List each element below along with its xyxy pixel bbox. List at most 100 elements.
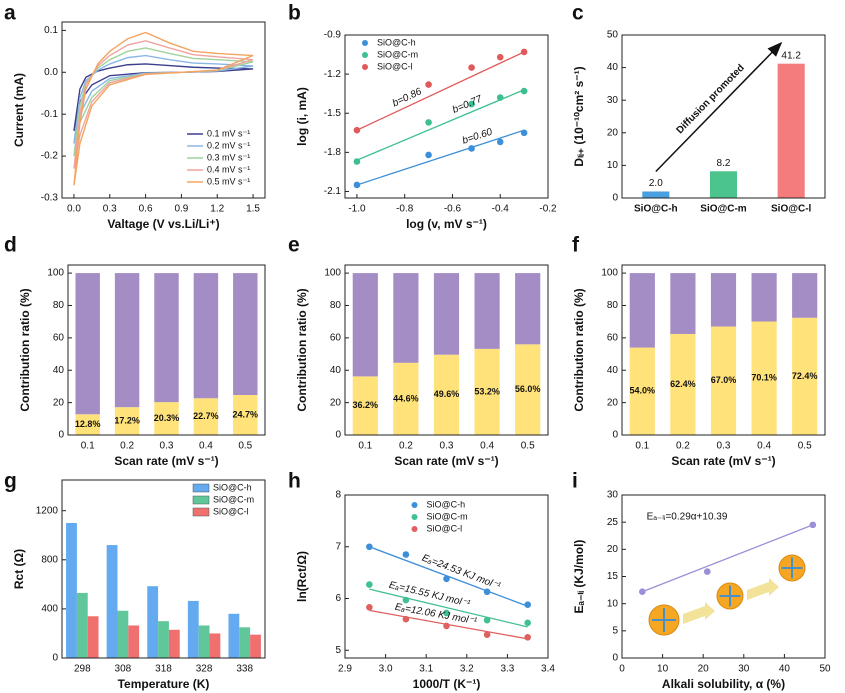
bar	[76, 592, 88, 658]
data-point	[703, 568, 711, 575]
legend-label: SiO@C-h	[427, 499, 466, 509]
data-point	[366, 543, 373, 551]
data-point	[468, 64, 475, 71]
x-tick-label: 0.3	[160, 441, 174, 452]
cv-curve	[73, 47, 254, 157]
data-point	[425, 119, 432, 126]
x-tick-label: 0.3	[717, 441, 731, 452]
particle-mark	[652, 608, 676, 632]
bar	[198, 625, 210, 658]
y-tick-label: -2.1	[324, 186, 342, 197]
data-point	[520, 129, 528, 137]
process-arrow	[683, 602, 715, 624]
panel-label: f	[572, 234, 580, 257]
bar	[147, 586, 159, 658]
data-point	[496, 94, 504, 101]
plot-frame	[67, 264, 266, 436]
x-tick-label: -0.8	[396, 204, 414, 215]
bar-segment	[710, 273, 737, 327]
x-tick-label: 0.4	[757, 441, 771, 452]
bar-segment	[75, 414, 100, 435]
cv-curve	[73, 31, 254, 186]
x-tick-label: 298	[74, 664, 91, 675]
data-point	[443, 575, 450, 583]
data-point	[524, 634, 531, 641]
panel-label: h	[288, 470, 301, 493]
x-tick-label: 0.0	[67, 204, 81, 215]
legend-swatch	[192, 507, 210, 517]
x-tick-label: 10	[657, 664, 669, 675]
bar-segment	[114, 273, 140, 408]
y-tick-label: 0	[58, 430, 64, 441]
data-point	[443, 622, 450, 630]
bar	[239, 627, 251, 658]
x-tick-label: 0.5	[798, 441, 812, 452]
y-tick-label: 10	[607, 160, 619, 171]
bar	[66, 522, 77, 658]
y-tick-label: 400	[41, 604, 58, 615]
x-tick-label: 0.4	[480, 441, 494, 452]
bar	[209, 633, 221, 658]
bar-segment	[474, 273, 500, 349]
fit-line	[642, 524, 814, 593]
y-tick-label: 7	[335, 541, 341, 552]
y-tick-label: 5	[335, 645, 341, 656]
plot-frame	[344, 34, 549, 199]
x-tick-label: 1.2	[210, 204, 224, 215]
y-tick-label: 50	[607, 30, 619, 41]
y-tick-label: 40	[53, 365, 65, 376]
bar-segment	[352, 273, 378, 377]
bar-segment	[193, 398, 219, 435]
data-point	[366, 581, 373, 588]
y-axis-label: ln(Rct/Ω)	[295, 551, 309, 602]
x-tick-label: 20	[698, 664, 710, 675]
legend-label: SiO@C-m	[427, 511, 468, 521]
data-point	[353, 126, 361, 134]
y-tick-label: 40	[607, 62, 619, 73]
bar-segment	[433, 273, 460, 355]
bar	[168, 629, 180, 658]
x-tick-label: 328	[196, 664, 213, 675]
x-tick-label: 0.5	[238, 441, 252, 452]
x-tick-label: -0.6	[444, 204, 462, 215]
bar-segment	[154, 402, 179, 435]
x-tick-label: -0.4	[492, 204, 510, 215]
y-tick-label: 30	[607, 490, 619, 501]
value-label: 41.2	[781, 50, 801, 61]
data-point	[524, 601, 531, 609]
data-point	[468, 145, 475, 152]
x-tick-label: 0.1	[358, 441, 372, 452]
y-tick-label: -1.2	[324, 69, 342, 80]
bar	[117, 610, 129, 658]
fit-annotation: Eₐ=24.53 KJ mol⁻¹	[420, 553, 502, 593]
data-point	[353, 158, 361, 165]
y-tick-label: 0	[612, 193, 618, 204]
x-tick-label: 3.1	[419, 664, 433, 675]
legend-swatch	[411, 526, 418, 532]
x-tick-label: 40	[779, 664, 791, 675]
data-point	[496, 53, 504, 61]
y-axis-label: Dₗᵢ₊ (10⁻¹⁰cm² s⁻¹)	[572, 66, 586, 166]
x-axis-label: Scan rate (mV s⁻¹)	[114, 454, 218, 468]
y-tick-label: 100	[601, 268, 618, 279]
x-tick-label: 338	[236, 664, 253, 675]
x-tick-label: SiO@C-h	[634, 204, 678, 215]
x-tick-label: 0	[619, 664, 625, 675]
legend-label: SiO@C-l	[377, 61, 413, 71]
legend-swatch	[362, 52, 368, 58]
x-tick-label: 0.5	[521, 441, 535, 452]
y-axis-label: Rct (Ω)	[12, 549, 26, 589]
data-point	[483, 631, 491, 639]
bar	[228, 613, 240, 658]
y-tick-label: -0.9	[324, 30, 342, 41]
data-point	[402, 596, 410, 604]
legend-swatch	[362, 64, 368, 70]
x-tick-label: 0.3	[440, 441, 454, 452]
bar-segment	[352, 376, 378, 435]
x-tick-label: SiO@C-m	[700, 204, 747, 215]
x-tick-label: 0.3	[103, 204, 117, 215]
legend-label: SiO@C-l	[427, 523, 463, 533]
value-label: 36.2%	[353, 400, 379, 410]
y-axis-label: Contribution ratio (%)	[18, 288, 32, 411]
